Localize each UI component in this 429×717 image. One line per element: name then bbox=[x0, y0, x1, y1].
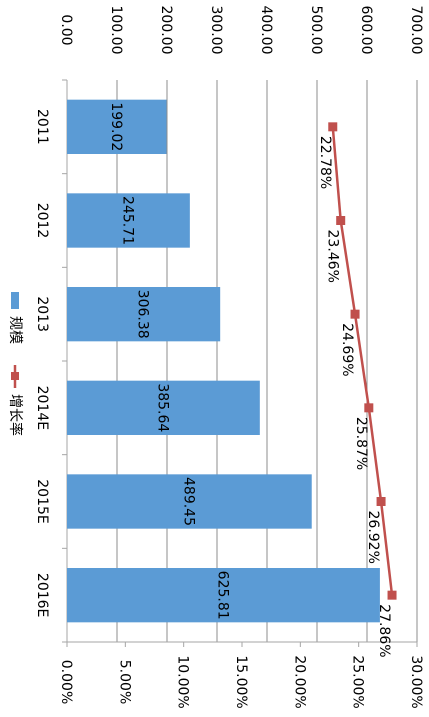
primary-tick-label: 400.00 bbox=[258, 6, 274, 55]
bar bbox=[67, 568, 380, 623]
bar bbox=[67, 287, 221, 342]
primary-tick-label: 600.00 bbox=[358, 6, 374, 55]
line-marker bbox=[350, 309, 360, 319]
line-value-label: 25.87% bbox=[353, 417, 369, 470]
line-marker bbox=[387, 590, 397, 600]
primary-tick-label: 300.00 bbox=[208, 6, 224, 55]
line-marker bbox=[376, 497, 386, 506]
secondary-tick-label: 10.00% bbox=[175, 655, 191, 708]
category-label: 2014E bbox=[34, 386, 50, 430]
bar bbox=[67, 99, 167, 154]
line-marker bbox=[328, 122, 338, 132]
secondary-tick-label: 20.00% bbox=[291, 655, 307, 708]
line-value-label: 24.69% bbox=[339, 323, 355, 376]
line-value-label: 27.86% bbox=[376, 604, 392, 657]
bar bbox=[67, 380, 260, 435]
legend-label-line: 增长率 bbox=[7, 394, 24, 436]
line-value-label: 23.46% bbox=[325, 230, 341, 283]
primary-tick-label: 500.00 bbox=[308, 6, 324, 55]
line-marker bbox=[336, 216, 346, 225]
bar bbox=[67, 474, 312, 529]
primary-tick-label: 0.00 bbox=[58, 14, 74, 45]
legend-label-bar: 规模 bbox=[7, 316, 23, 344]
primary-tick-label: 700.00 bbox=[408, 6, 424, 55]
bar-value-label: 385.64 bbox=[154, 383, 170, 432]
bar-value-label: 625.81 bbox=[214, 571, 230, 620]
bar-value-label: 245.71 bbox=[119, 196, 135, 245]
line-series bbox=[328, 122, 397, 600]
category-label: 2016E bbox=[34, 573, 50, 617]
category-label: 2012 bbox=[34, 203, 50, 239]
gridlines bbox=[62, 79, 418, 647]
growth-line bbox=[331, 126, 394, 596]
bar-value-label: 306.38 bbox=[135, 290, 151, 339]
category-label: 2011 bbox=[34, 109, 50, 145]
bar-value-label: 489.45 bbox=[180, 477, 196, 526]
bar-value-label: 199.02 bbox=[108, 102, 124, 151]
secondary-tick-label: 25.00% bbox=[350, 655, 366, 708]
secondary-tick-label: 15.00% bbox=[233, 655, 249, 708]
secondary-tick-label: 0.00% bbox=[58, 660, 74, 704]
bar-series bbox=[67, 99, 380, 623]
data-labels: 199.02 245.71 306.38 385.64 489.45 625.81 22.7… bbox=[108, 102, 392, 657]
primary-tick-label: 200.00 bbox=[158, 6, 174, 55]
primary-tick-label: 100.00 bbox=[108, 6, 124, 55]
category-label: 2015E bbox=[34, 479, 50, 523]
line-value-label: 26.92% bbox=[365, 511, 381, 564]
line-value-label: 22.78% bbox=[317, 136, 333, 189]
axis-ticks: 0.00 100.00 200.00 300.00 400.00 500.00 600.00… bbox=[34, 6, 424, 709]
secondary-tick-label: 30.00% bbox=[408, 655, 424, 708]
secondary-tick-label: 5.00% bbox=[116, 660, 132, 704]
bar bbox=[67, 193, 190, 248]
legend-swatch-bar bbox=[11, 292, 19, 309]
legend: 规模 增长率 bbox=[7, 292, 24, 436]
line-marker bbox=[364, 403, 374, 413]
category-label: 2013 bbox=[34, 296, 50, 332]
legend-marker-swatch bbox=[11, 372, 19, 380]
